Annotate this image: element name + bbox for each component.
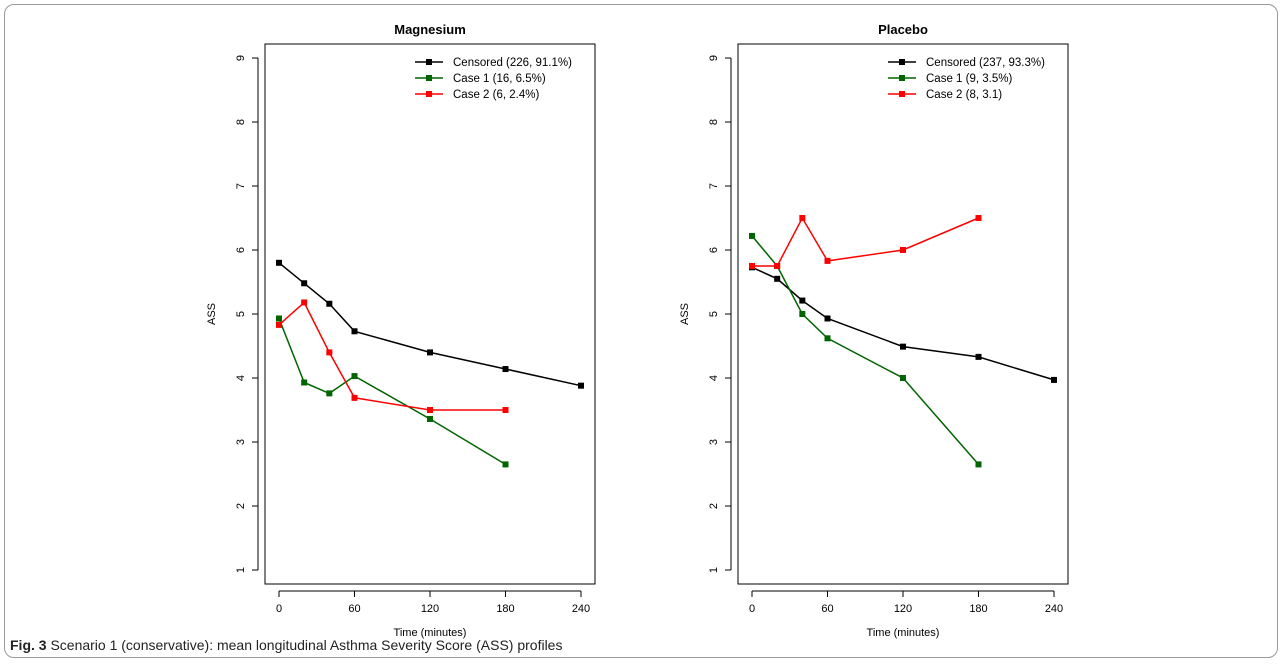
y-tick-label: 8 — [235, 119, 247, 125]
data-point — [976, 354, 982, 360]
data-point — [503, 461, 509, 467]
legend-marker — [899, 59, 905, 65]
legend-marker — [426, 59, 432, 65]
data-point — [749, 233, 755, 239]
data-point — [326, 349, 332, 355]
y-tick-label: 3 — [235, 439, 247, 445]
data-point — [352, 328, 358, 334]
series-line — [752, 267, 1054, 380]
y-tick-label: 7 — [708, 183, 720, 189]
data-point — [825, 335, 831, 341]
legend-label: Censored (226, 91.1%) — [453, 57, 572, 69]
legend-label: Case 1 (16, 6.5%) — [453, 73, 546, 85]
data-point — [503, 366, 509, 372]
data-point — [900, 344, 906, 350]
data-point — [900, 247, 906, 253]
data-point — [825, 258, 831, 264]
data-point — [326, 390, 332, 396]
figure-caption: Fig. 3 Scenario 1 (conservative): mean l… — [10, 637, 562, 653]
data-point — [1051, 377, 1057, 383]
legend-label: Case 2 (8, 3.1) — [926, 89, 1002, 101]
y-tick-label: 7 — [235, 183, 247, 189]
x-tick-label: 0 — [276, 603, 282, 615]
data-point — [774, 263, 780, 269]
legend-marker — [899, 91, 905, 97]
plot-area — [738, 44, 1068, 584]
data-point — [774, 276, 780, 282]
y-tick-label: 3 — [708, 439, 720, 445]
data-point — [825, 315, 831, 321]
y-tick-label: 6 — [235, 247, 247, 253]
data-point — [578, 383, 584, 389]
series-line — [279, 319, 506, 465]
y-tick-label: 4 — [235, 375, 247, 381]
x-tick-label: 180 — [969, 603, 987, 615]
x-tick-label: 120 — [894, 603, 912, 615]
y-tick-label: 2 — [235, 503, 247, 509]
y-tick-label: 9 — [235, 55, 247, 61]
y-tick-label: 1 — [708, 567, 720, 573]
series-line — [279, 303, 506, 411]
x-tick-label: 60 — [821, 603, 833, 615]
caption-text: Scenario 1 (conservative): mean longitud… — [50, 637, 562, 653]
x-tick-label: 60 — [348, 603, 360, 615]
data-point — [427, 416, 433, 422]
y-tick-label: 5 — [708, 311, 720, 317]
x-tick-label: 240 — [572, 603, 590, 615]
x-tick-label: 240 — [1045, 603, 1063, 615]
legend-marker — [426, 75, 432, 81]
series-line — [752, 236, 979, 465]
data-point — [301, 379, 307, 385]
y-axis-label: ASS — [679, 303, 691, 325]
y-tick-label: 4 — [708, 375, 720, 381]
data-point — [799, 298, 805, 304]
data-point — [427, 349, 433, 355]
legend-label: Case 1 (9, 3.5%) — [926, 73, 1012, 85]
chart-title: Placebo — [878, 22, 928, 37]
data-point — [900, 375, 906, 381]
legend-label: Case 2 (6, 2.4%) — [453, 89, 539, 101]
series-line — [752, 218, 979, 266]
data-point — [976, 461, 982, 467]
data-point — [301, 299, 307, 305]
data-point — [276, 322, 282, 328]
y-tick-label: 8 — [708, 119, 720, 125]
chart-title: Magnesium — [394, 22, 466, 37]
data-point — [276, 315, 282, 321]
data-point — [976, 215, 982, 221]
y-tick-label: 9 — [708, 55, 720, 61]
x-tick-label: 0 — [749, 603, 755, 615]
data-point — [799, 215, 805, 221]
y-axis-label: ASS — [206, 303, 218, 325]
x-tick-label: 180 — [496, 603, 514, 615]
figure-label: Fig. 3 — [10, 637, 47, 653]
data-point — [352, 373, 358, 379]
legend-marker — [899, 75, 905, 81]
data-point — [276, 260, 282, 266]
legend-label: Censored (237, 93.3%) — [926, 57, 1045, 69]
legend-marker — [426, 91, 432, 97]
data-point — [503, 407, 509, 413]
y-tick-label: 2 — [708, 503, 720, 509]
data-point — [301, 280, 307, 286]
data-point — [326, 301, 332, 307]
series-line — [279, 263, 581, 386]
data-point — [352, 395, 358, 401]
data-point — [799, 311, 805, 317]
x-tick-label: 120 — [421, 603, 439, 615]
y-tick-label: 5 — [235, 311, 247, 317]
data-point — [749, 263, 755, 269]
y-tick-label: 1 — [235, 567, 247, 573]
x-axis-label: Time (minutes) — [867, 627, 940, 639]
y-tick-label: 6 — [708, 247, 720, 253]
data-point — [427, 407, 433, 413]
plot-area — [265, 44, 595, 584]
